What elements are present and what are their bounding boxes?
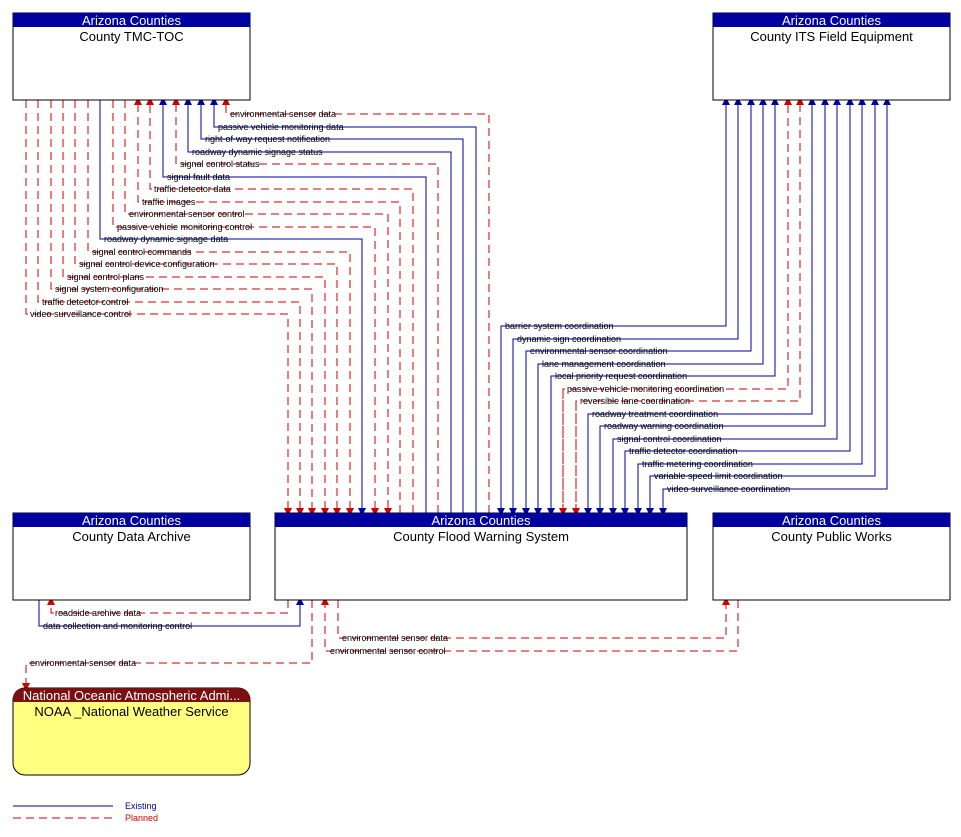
- flow-environmental-sensor-data[interactable]: environmental sensor data: [222, 97, 490, 513]
- owner-label: Arizona Counties: [82, 513, 181, 528]
- flow-label: video surveillance coordination: [667, 484, 790, 494]
- flow-label: barrier system coordination: [505, 321, 614, 331]
- box-title: NOAA _National Weather Service: [34, 704, 228, 719]
- flow-right-of-way-request-notification[interactable]: right-of-way request notification: [197, 97, 464, 513]
- owner-label: Arizona Counties: [432, 513, 531, 528]
- flow-signal-control-plans[interactable]: signal control plans: [62, 100, 329, 516]
- flow-traffic-images[interactable]: traffic images: [134, 97, 401, 513]
- flow-roadside-archive-data[interactable]: roadside archive data: [47, 597, 289, 618]
- flow-label: signal control device configuration: [79, 259, 215, 269]
- owner-label: National Oceanic Atmospheric Admi...: [23, 688, 241, 703]
- flow-label: local priority request coordination: [555, 371, 687, 381]
- flow-signal-control-commands[interactable]: signal control commands: [87, 100, 354, 516]
- legend-existing-label: Existing: [125, 801, 157, 811]
- flow-label: traffic metering coordination: [642, 459, 753, 469]
- owner-label: Arizona Counties: [782, 13, 881, 28]
- box-county-tmc-toc[interactable]: Arizona Counties County TMC-TOC: [12, 12, 251, 101]
- flow-label: environmental sensor data: [230, 109, 336, 119]
- flow-signal-system-configuration[interactable]: signal system configuration: [50, 100, 316, 516]
- flow-label: video surveillance control: [30, 309, 131, 319]
- flow-environmental-sensor-data[interactable]: environmental sensor data: [22, 600, 313, 691]
- flow-label: environmental sensor data: [342, 633, 448, 643]
- flow-label: environmental sensor control: [330, 646, 446, 656]
- flow-label: roadway treatment coordination: [592, 409, 718, 419]
- flow-passive-vehicle-monitoring-coordination[interactable]: passive vehicle monitoring coordination: [562, 97, 792, 512]
- flow-passive-vehicle-monitoring-control[interactable]: passive vehicle monitoring control: [112, 100, 379, 516]
- box-title: County Public Works: [771, 529, 892, 544]
- flow-label: lane management coordination: [542, 359, 666, 369]
- flow-label: signal control status: [180, 159, 260, 169]
- flow-label: dynamic sign coordination: [517, 334, 621, 344]
- flow-label: signal control commands: [92, 247, 192, 257]
- flow-label: traffic detector control: [42, 297, 128, 307]
- box-title: County ITS Field Equipment: [750, 29, 913, 44]
- flow-label: signal control plans: [67, 272, 145, 282]
- box-county-its-field-equipment[interactable]: Arizona Counties County ITS Field Equipm…: [712, 12, 951, 101]
- flow-passive-vehicle-monitoring-data[interactable]: passive vehicle monitoring data: [210, 97, 477, 513]
- flow-label: traffic detector data: [154, 184, 231, 194]
- flow-label: roadway dynamic signage data: [104, 234, 228, 244]
- flow-label: reversible lane coordination: [580, 396, 690, 406]
- flow-environmental-sensor-control[interactable]: environmental sensor control: [124, 100, 392, 516]
- box-county-public-works[interactable]: Arizona Counties County Public Works: [712, 512, 951, 601]
- flow-roadway-dynamic-signage-data[interactable]: roadway dynamic signage data: [99, 100, 366, 516]
- box-title: County TMC-TOC: [79, 29, 183, 44]
- flow-environmental-sensor-control[interactable]: environmental sensor control: [321, 597, 739, 656]
- flow-label: right-of-way request notification: [205, 134, 330, 144]
- flow-label: roadside archive data: [55, 608, 141, 618]
- flow-environmental-sensor-data[interactable]: environmental sensor data: [337, 597, 730, 643]
- flow-label: data collection and monitoring control: [43, 621, 192, 631]
- box-county-data-archive[interactable]: Arizona Counties County Data Archive: [12, 512, 251, 601]
- flow-traffic-detector-control[interactable]: traffic detector control: [37, 100, 304, 516]
- flow-signal-control-status[interactable]: signal control status: [172, 97, 439, 513]
- owner-label: Arizona Counties: [82, 13, 181, 28]
- flow-label: passive vehicle monitoring coordination: [567, 384, 724, 394]
- flow-lines: environmental sensor data passive vehicle…: [22, 97, 891, 691]
- flow-data-collection-and-monitoring-control[interactable]: data collection and monitoring control: [38, 597, 304, 631]
- flow-label: signal fault data: [167, 172, 230, 182]
- flow-label: roadway warning coordination: [604, 421, 724, 431]
- box-county-flood-warning-system[interactable]: Arizona Counties County Flood Warning Sy…: [274, 512, 688, 601]
- flow-label: environmental sensor control: [129, 209, 245, 219]
- legend-planned-label: Planned: [125, 813, 158, 823]
- flow-signal-control-device-configuration[interactable]: signal control device configuration: [74, 100, 341, 516]
- flow-traffic-detector-data[interactable]: traffic detector data: [146, 97, 414, 513]
- flow-signal-fault-data[interactable]: signal fault data: [159, 97, 427, 513]
- flow-label: environmental sensor data: [30, 658, 136, 668]
- owner-label: Arizona Counties: [782, 513, 881, 528]
- flow-roadway-dynamic-signage-status[interactable]: roadway dynamic signage status: [184, 97, 452, 513]
- flow-label: passive vehicle monitoring data: [218, 122, 344, 132]
- flow-video-surveillance-control[interactable]: video surveillance control: [25, 100, 292, 516]
- flow-label: traffic detector coordination: [629, 446, 737, 456]
- box-title: County Data Archive: [72, 529, 191, 544]
- flow-label: roadway dynamic signage status: [192, 147, 323, 157]
- box-title: County Flood Warning System: [393, 529, 569, 544]
- flow-label: variable speed limit coordination: [654, 471, 783, 481]
- flow-label: traffic images: [142, 197, 196, 207]
- flow-label: environmental sensor coordination: [530, 346, 668, 356]
- flow-label: signal control coordination: [617, 434, 722, 444]
- legend: Existing Planned: [13, 801, 158, 823]
- flow-label: passive vehicle monitoring control: [117, 222, 252, 232]
- box-noaa-national-weather-service[interactable]: National Oceanic Atmospheric Admi... NOA…: [12, 687, 251, 776]
- flow-label: signal system configuration: [55, 284, 164, 294]
